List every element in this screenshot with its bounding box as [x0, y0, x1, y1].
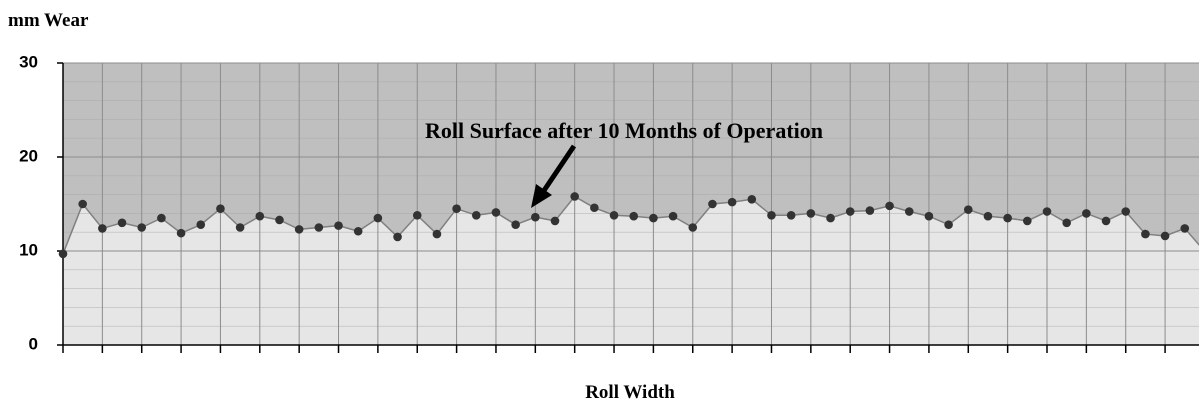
annotation-arrow-head: [531, 184, 552, 208]
data-point: [963, 205, 973, 214]
data-point: [196, 220, 206, 229]
data-point: [216, 204, 225, 213]
data-point: [570, 192, 579, 201]
overlay: Roll Surface after 10 Months of Operatio…: [425, 118, 823, 208]
data-point: [1101, 216, 1111, 226]
x-axis-label: Roll Width: [585, 382, 675, 403]
data-point: [885, 201, 894, 211]
data-point: [353, 226, 363, 236]
annotation: Roll Surface after 10 Months of Operatio…: [425, 118, 823, 143]
data-point: [471, 210, 481, 220]
data-point: [275, 215, 284, 225]
chart-title: mm Wear: [8, 10, 89, 31]
data-point: [550, 216, 560, 226]
area-fill: [63, 196, 1199, 345]
annotation-arrow-shaft: [540, 144, 577, 194]
plot-area: 0 10 20 30: [19, 52, 1199, 353]
data-point: [924, 211, 934, 221]
data-point: [78, 199, 87, 209]
data-point: [649, 213, 658, 223]
data-point: [767, 210, 776, 220]
data-point: [235, 223, 245, 232]
data-point: [786, 210, 796, 220]
data-point: [1042, 207, 1052, 216]
data-point: [1180, 224, 1190, 233]
y-tick-label: 10: [19, 240, 38, 259]
data-point: [137, 223, 147, 232]
y-tick-label: 20: [19, 146, 38, 165]
data-point: [609, 210, 619, 220]
data-point: [845, 207, 855, 216]
data-point: [727, 197, 737, 207]
data-point: [176, 228, 186, 238]
data-point: [865, 206, 875, 215]
data-point: [491, 208, 501, 217]
data-point: [373, 213, 383, 223]
data-point: [668, 211, 678, 221]
data-point: [255, 211, 265, 221]
data-point: [1121, 207, 1131, 216]
data-point: [452, 204, 461, 213]
data-point: [531, 212, 540, 222]
data-point: [334, 221, 343, 230]
data-point: [944, 220, 953, 229]
y-tick-label: 30: [19, 52, 38, 71]
y-tick-label: 0: [29, 334, 38, 353]
data-point: [1062, 218, 1071, 228]
data-point: [58, 249, 68, 259]
data-point: [708, 199, 717, 209]
data-point: [117, 218, 127, 228]
data-point: [1023, 216, 1032, 226]
data-point: [590, 203, 599, 213]
data-point: [747, 195, 757, 204]
data-point: [314, 223, 324, 232]
data-point: [393, 232, 402, 242]
data-point: [511, 220, 520, 229]
data-point: [1082, 209, 1091, 218]
data-point: [983, 211, 993, 221]
data-point: [98, 224, 107, 233]
data-point: [432, 229, 442, 239]
data-point: [629, 211, 639, 221]
data-point: [826, 213, 835, 223]
data-point: [1141, 229, 1150, 239]
data-point: [1003, 213, 1012, 223]
data-point: [688, 223, 698, 232]
data-point: [806, 209, 816, 218]
data-point: [412, 210, 422, 220]
data-point: [157, 213, 166, 223]
data-point: [294, 225, 304, 234]
data-point: [1160, 231, 1170, 241]
data-point: [904, 207, 914, 216]
